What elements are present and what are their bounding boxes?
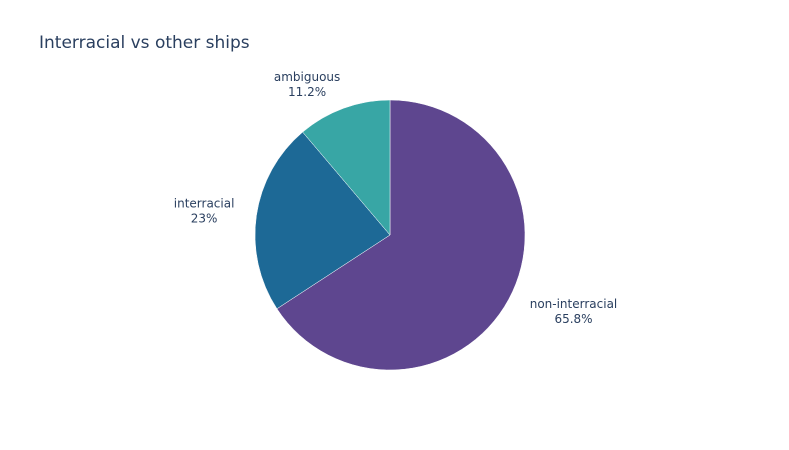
slice-label-percent: 65.8% <box>554 312 592 326</box>
pie-slice-interracial[interactable] <box>254 131 391 310</box>
slice-label-percent: 11.2% <box>288 85 326 99</box>
chart-title: Interracial vs other ships <box>39 33 250 53</box>
slice-label-name: interracial <box>174 197 235 211</box>
pie-slice-ambiguous[interactable] <box>302 99 391 236</box>
slice-label-percent: 23% <box>191 212 218 226</box>
pie-slice-non-interracial[interactable] <box>276 99 526 371</box>
slice-label-name: ambiguous <box>274 70 340 84</box>
slice-label-name: non-interracial <box>530 297 618 311</box>
